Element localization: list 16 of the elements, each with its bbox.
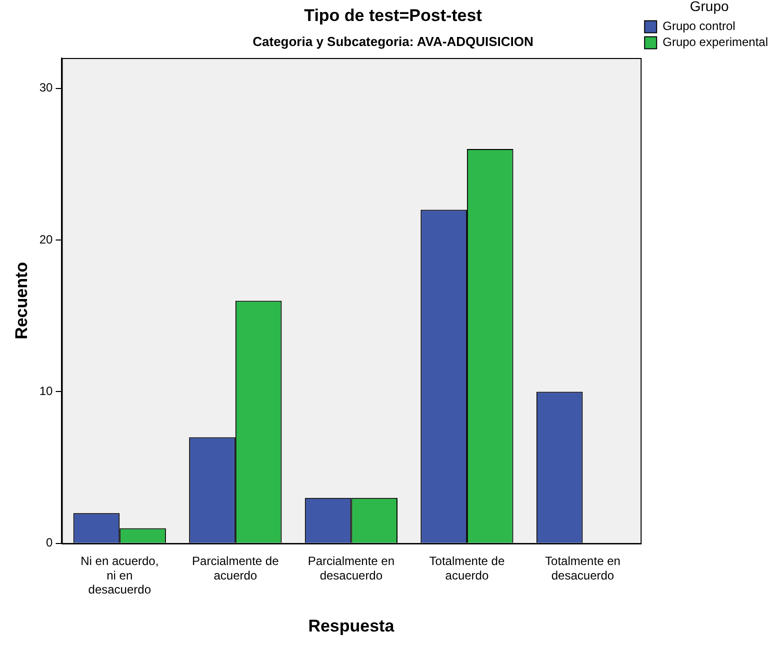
x-axis-title: Respuesta xyxy=(308,616,395,636)
y-tick-label: 10 xyxy=(39,384,54,398)
legend-title: Grupo xyxy=(690,0,729,14)
y-axis-title: Recuento xyxy=(12,262,31,340)
chart-subtitle: Categoria y Subcategoria: AVA-ADQUISICION xyxy=(252,34,534,49)
y-tick-label: 20 xyxy=(39,232,54,246)
y-tick-label: 0 xyxy=(46,536,54,550)
x-tick-label: Parcialmente de acuerdo xyxy=(192,554,280,582)
legend-label: Grupo experimental xyxy=(662,35,768,50)
x-tick-label: Parcialmente en desacuerdo xyxy=(308,554,395,582)
chart-title: Tipo de test=Post-test xyxy=(304,6,482,25)
y-tick-label: 30 xyxy=(39,80,54,95)
x-tick-label: Ni en acuerdo, ni en desacuerdo xyxy=(80,554,159,597)
x-tick-label: Totalmente en desacuerdo xyxy=(545,554,620,582)
x-tick-label: Totalmente de acuerdo xyxy=(429,554,505,582)
legend-label: Grupo control xyxy=(662,19,736,34)
